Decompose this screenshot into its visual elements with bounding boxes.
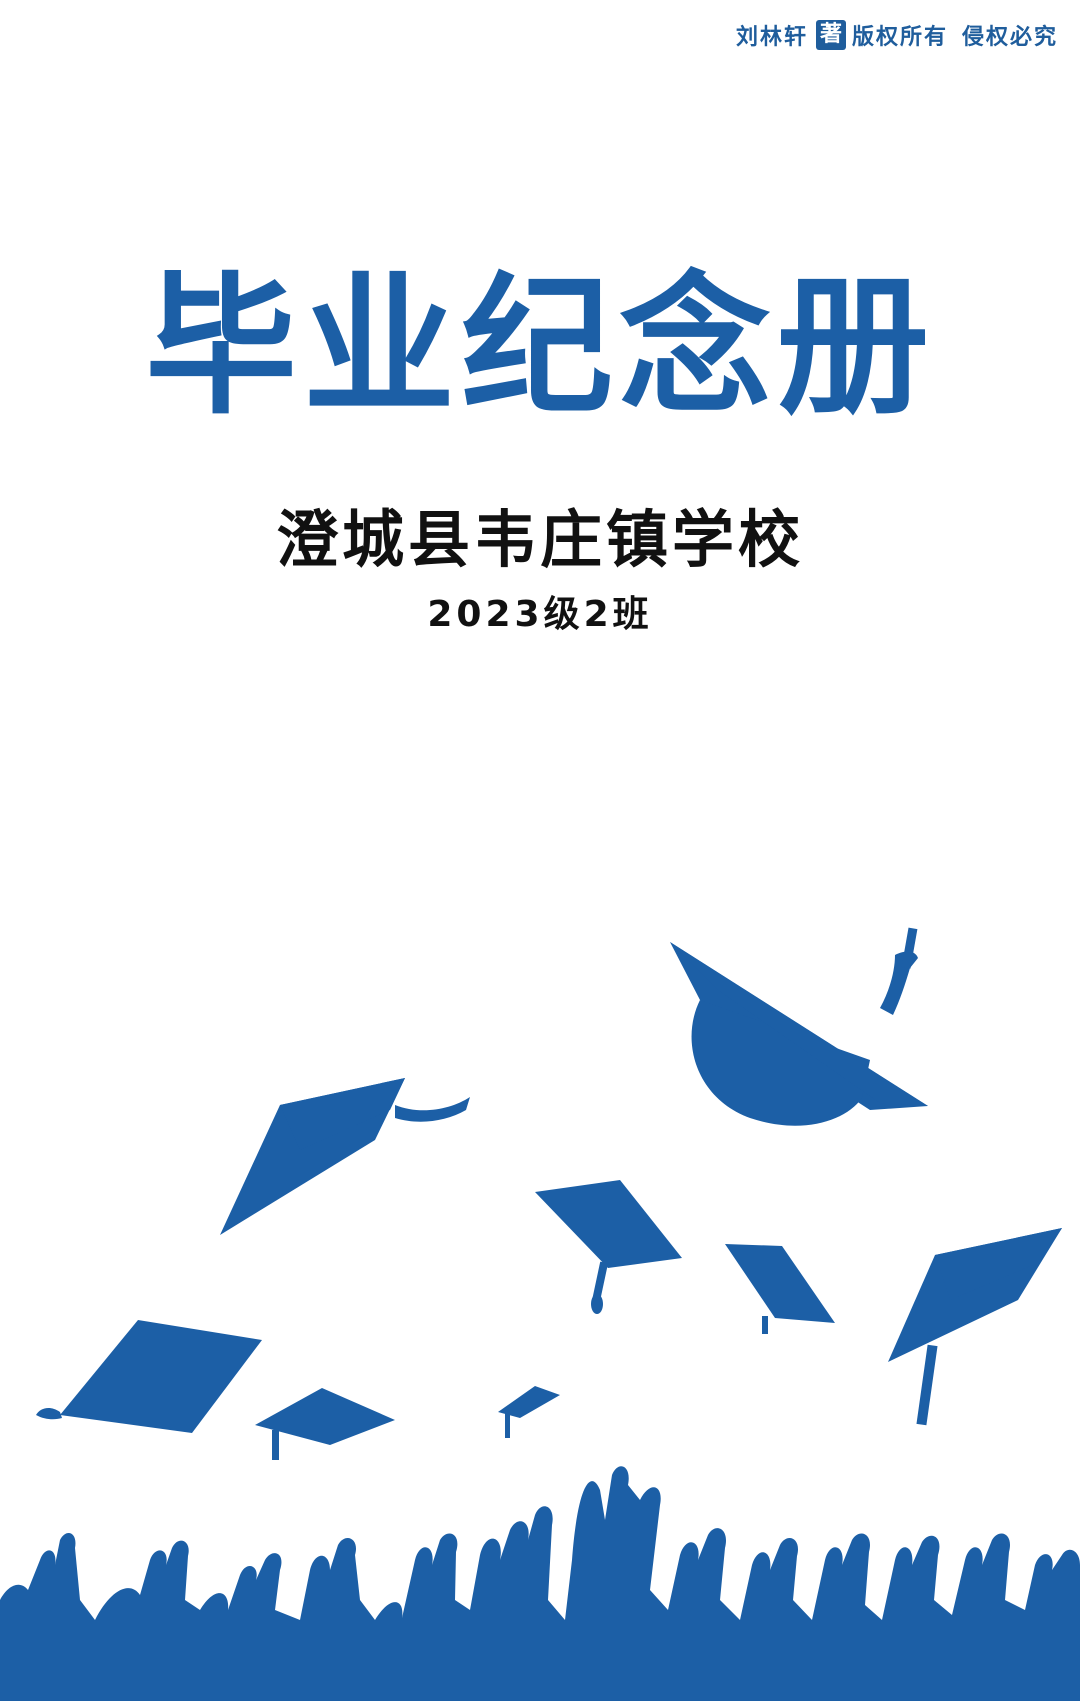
rights-reserved-text: 版权所有	[851, 25, 948, 50]
copyright-notice: 刘林轩 著 版权所有 侵权必究	[736, 18, 1058, 52]
graduation-cap-icon	[36, 1320, 262, 1433]
graduation-illustration	[0, 927, 1080, 1701]
school-name: 澄城县韦庄镇学校	[275, 503, 804, 576]
graduation-cap-icon	[725, 1244, 835, 1334]
graduation-cap-icon	[220, 1078, 470, 1235]
class-name: 2023级2班	[427, 594, 653, 635]
graduation-cap-icon	[888, 1228, 1062, 1426]
graduation-cap-icon	[670, 927, 928, 1126]
infringement-warning-text: 侵权必究	[961, 25, 1058, 50]
graduation-cap-icon	[498, 1386, 560, 1438]
raised-hands-silhouette	[0, 1466, 1080, 1701]
graduation-cap-icon	[535, 1180, 682, 1314]
graduation-cap-icon	[255, 1388, 395, 1460]
author-badge: 著	[815, 20, 846, 50]
author-name: 刘林轩	[735, 25, 808, 50]
cover-title: 毕业纪念册	[145, 258, 935, 435]
